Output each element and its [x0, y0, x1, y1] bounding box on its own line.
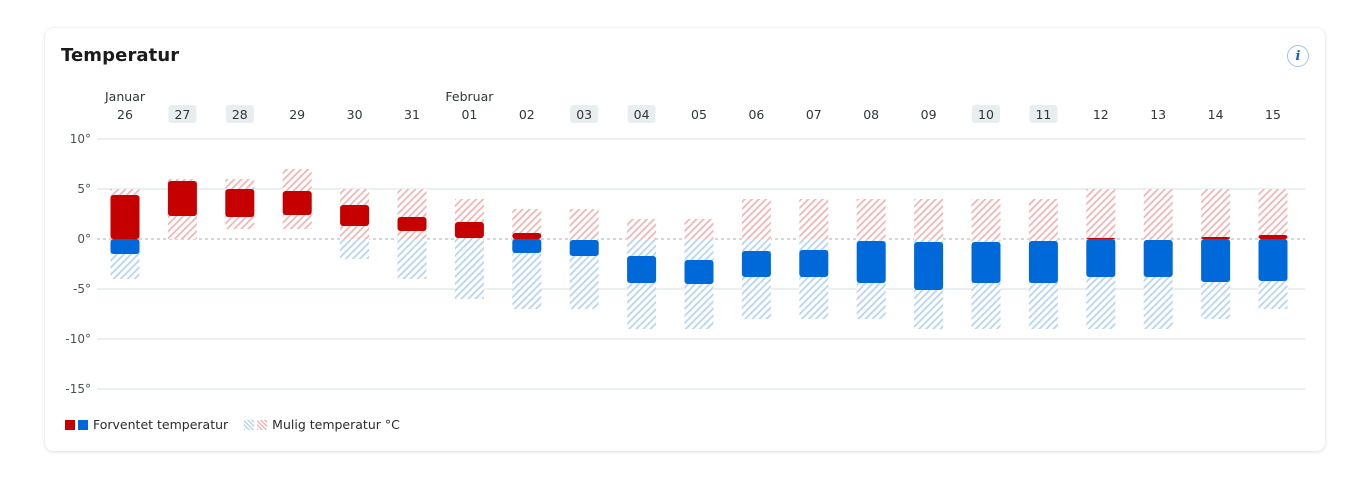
day-label: 26: [117, 107, 133, 122]
day-label: 03: [576, 107, 592, 122]
day-label: 02: [519, 107, 535, 122]
info-icon: i: [1295, 48, 1301, 64]
legend-swatch-blue: [78, 419, 88, 430]
expected-range-cold-bar: [627, 256, 657, 283]
possible-range-warm-bar: [741, 199, 771, 239]
day-label: 05: [691, 107, 707, 122]
day-label: 14: [1208, 107, 1224, 122]
expected-range-cold-bar: [971, 242, 1001, 283]
legend-swatch-red: [65, 419, 75, 430]
y-tick-label: -10°: [65, 332, 91, 346]
day-label: 13: [1150, 107, 1166, 122]
expected-range-warm-bar: [110, 195, 140, 239]
weekend-day-highlight: [972, 105, 1000, 123]
expected-range-warm-bar: [1201, 237, 1231, 239]
day-label: 28: [232, 107, 248, 122]
expected-range-warm-bar: [1258, 235, 1288, 239]
expected-range-cold-bar: [110, 239, 140, 254]
month-label: Januar: [104, 89, 146, 104]
expected-range-cold-bar: [1258, 239, 1288, 281]
expected-range-warm-bar: [340, 205, 370, 226]
y-tick-label: -5°: [73, 282, 91, 296]
expected-range-cold-bar: [799, 250, 829, 277]
expected-range-cold-bar: [741, 251, 771, 277]
possible-range-warm-bar: [1258, 189, 1288, 239]
expected-range-cold-bar: [512, 239, 542, 253]
day-label: 12: [1093, 107, 1109, 122]
possible-range-cold-bar: [397, 239, 427, 279]
expected-range-warm-bar: [1086, 238, 1116, 239]
possible-range-warm-bar: [1201, 189, 1231, 239]
expected-range-cold-bar: [1086, 239, 1116, 277]
temperature-card: Temperatur i 26 27 28 29 30 31 01 02 03 04 05 06 07 0…: [45, 28, 1325, 451]
month-label: Februar: [445, 89, 494, 104]
possible-range-warm-bar: [914, 199, 944, 239]
weekend-day-highlight: [627, 105, 656, 123]
day-label: 09: [921, 107, 937, 122]
possible-range-warm-bar: [856, 199, 886, 239]
temperature-chart: 26 27 28 29 30 31 01 02 03 04 05 06 07 08 09 10 11 12 13 14…: [65, 89, 1305, 396]
day-label: 06: [748, 107, 764, 122]
expected-range-warm-bar: [167, 181, 197, 216]
expected-range-warm-bar: [282, 191, 312, 215]
legend-swatch-hatch-red: [257, 419, 268, 430]
expected-range-cold-bar: [569, 240, 599, 256]
weekend-day-highlight: [570, 105, 599, 123]
day-label: 07: [806, 107, 822, 122]
expected-range-cold-bar: [1028, 241, 1058, 283]
y-tick-label: 10°: [70, 132, 91, 146]
day-label: 08: [863, 107, 879, 122]
possible-range-cold-bar: [627, 239, 657, 329]
expected-range-cold-bar: [1201, 239, 1231, 282]
expected-range-warm-bar: [397, 217, 427, 231]
legend-possible-label: Mulig temperatur °C: [272, 417, 400, 432]
possible-range-warm-bar: [971, 199, 1001, 239]
chart-legend: Forventet temperatur Mulig temperatur °C: [65, 417, 400, 432]
day-label: 01: [461, 107, 477, 122]
day-label: 31: [404, 107, 420, 122]
legend-expected-label: Forventet temperatur: [93, 417, 229, 432]
day-label: 29: [289, 107, 305, 122]
possible-range-cold-bar: [454, 239, 484, 299]
expected-range-cold-bar: [856, 241, 886, 283]
weekend-day-highlight: [225, 105, 254, 123]
info-button[interactable]: i: [1287, 45, 1309, 67]
legend-swatch-hatch-blue: [244, 419, 255, 430]
card-title: Temperatur: [61, 45, 180, 66]
expected-range-warm-bar: [454, 222, 484, 238]
day-label: 11: [1035, 107, 1051, 122]
y-tick-label: 0°: [77, 232, 91, 246]
day-label: 30: [347, 107, 363, 122]
y-tick-label: -15°: [65, 382, 91, 396]
possible-range-warm-bar: [569, 209, 599, 239]
day-label: 27: [174, 107, 190, 122]
y-tick-label: 5°: [77, 182, 91, 196]
weekend-day-highlight: [168, 105, 197, 123]
weekend-day-highlight: [1029, 105, 1058, 123]
possible-range-warm-bar: [1086, 189, 1116, 239]
day-label: 10: [978, 107, 994, 122]
possible-range-warm-bar: [1028, 199, 1058, 239]
expected-range-cold-bar: [684, 260, 714, 284]
possible-range-warm-bar: [627, 219, 657, 239]
expected-range-cold-bar: [914, 242, 944, 290]
possible-range-cold-bar: [340, 239, 370, 259]
expected-range-warm-bar: [225, 189, 255, 217]
expected-range-warm-bar: [512, 233, 542, 239]
possible-range-warm-bar: [1143, 189, 1173, 239]
day-label: 15: [1265, 107, 1281, 122]
day-label: 04: [634, 107, 650, 122]
expected-range-cold-bar: [1143, 240, 1173, 277]
possible-range-warm-bar: [799, 199, 829, 239]
possible-range-warm-bar: [684, 219, 714, 239]
